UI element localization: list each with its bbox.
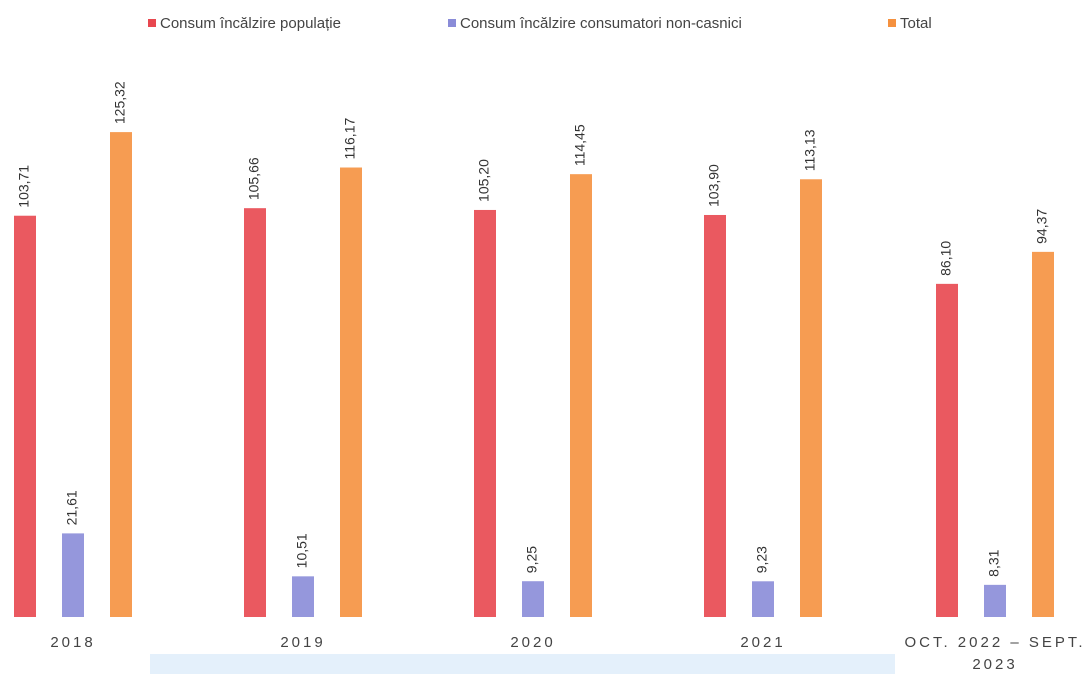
value-label: 10,51	[294, 533, 310, 568]
value-label: 8,31	[986, 549, 1002, 576]
value-label: 116,17	[342, 118, 358, 160]
x-tick-label: 2021	[740, 634, 786, 651]
bar	[936, 283, 958, 617]
value-label: 86,10	[938, 241, 954, 276]
legend-swatch	[448, 19, 456, 27]
bar	[14, 215, 36, 617]
legend-label: Consum încălzire consumatori non-casnici	[460, 15, 742, 32]
legend-swatch	[888, 19, 896, 27]
x-tick-label: OCT. 2022 – SEPT. 2023	[904, 634, 1086, 673]
value-label: 105,20	[476, 159, 492, 202]
x-label-box: OCT. 2022 – SEPT. 2023	[904, 634, 1086, 673]
value-label: 103,90	[706, 164, 722, 207]
bar	[984, 584, 1006, 617]
legend-label: Total	[900, 15, 932, 32]
value-label: 103,71	[16, 165, 32, 208]
value-label: 9,23	[754, 546, 770, 573]
legend: Consum încălzire populație Consum încălzi…	[148, 15, 932, 32]
bar	[752, 581, 774, 617]
value-label: 113,13	[802, 129, 818, 171]
legend-label: Consum încălzire populație	[160, 15, 341, 32]
bar	[474, 209, 496, 618]
value-label: 21,61	[64, 490, 80, 525]
bar	[244, 208, 266, 618]
x-tick-label: 2020	[510, 634, 556, 651]
x-tick-label: 2018	[50, 634, 96, 651]
x-label-box: 2021	[740, 634, 786, 651]
bar	[570, 174, 592, 617]
x-label-box: 2018	[50, 634, 96, 651]
value-label: 114,45	[572, 124, 588, 166]
legend-swatch	[148, 19, 156, 27]
value-label: 94,37	[1034, 209, 1050, 244]
x-label-box: 2020	[510, 634, 556, 651]
bar	[704, 214, 726, 617]
x-label-box: 2019	[280, 634, 326, 651]
x-tick-label: 2019	[280, 634, 326, 651]
value-label: 105,66	[246, 157, 262, 200]
bar	[1032, 251, 1054, 617]
bar	[110, 132, 132, 617]
value-label: 9,25	[524, 546, 540, 573]
bar	[340, 167, 362, 617]
bar	[800, 179, 822, 617]
bar	[62, 533, 84, 617]
footer-band	[150, 654, 895, 674]
bar	[292, 576, 314, 617]
value-label: 125,32	[112, 81, 128, 124]
bar	[522, 581, 544, 617]
